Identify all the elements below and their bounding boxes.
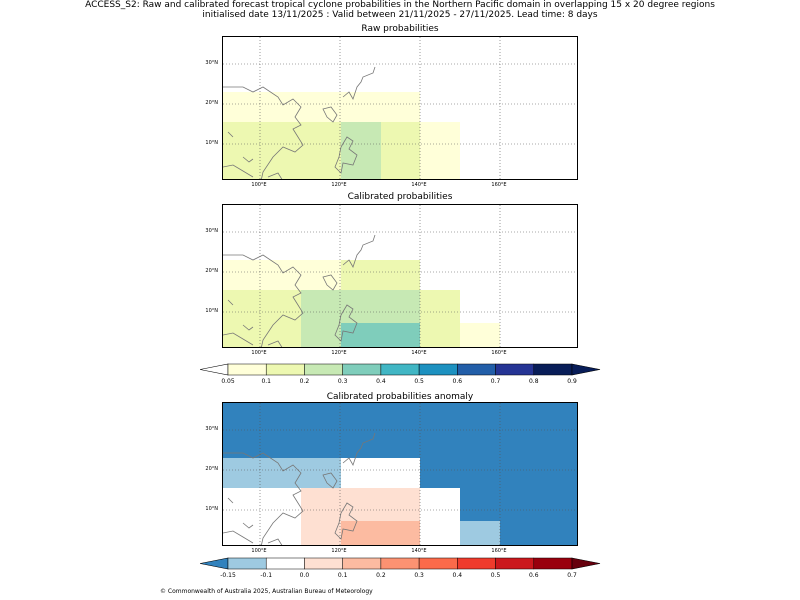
- colorbar-tick-label: 0.5: [414, 378, 424, 385]
- lon-label: 160°E: [491, 548, 507, 554]
- colorbar-cell: [265, 557, 305, 570]
- colorbar-cell: [495, 557, 535, 570]
- colorbar-cell: [304, 363, 343, 376]
- coastline: [223, 234, 376, 347]
- lon-label: 140°E: [411, 182, 427, 188]
- colorbar-tick-label: 0.1: [261, 378, 271, 385]
- lon-label: 120°E: [331, 182, 347, 188]
- colorbar-tick-label: 0.3: [414, 572, 424, 579]
- coastline: [223, 66, 376, 179]
- colorbar-cell: [533, 363, 573, 376]
- colorbar-tick-label: 0.6: [452, 378, 463, 385]
- colorbar-cell: [457, 557, 496, 570]
- anomaly-under-arrow: [200, 557, 229, 570]
- raw-probabilities-map: [222, 36, 578, 180]
- colorbar-cell: [533, 557, 573, 570]
- probability-regions: [223, 260, 500, 347]
- colorbar-tick-label: 0.1: [337, 572, 348, 579]
- lon-label: 100°E: [251, 182, 267, 188]
- colorbar-tick-label: 0.3: [337, 378, 348, 385]
- colorbar-tick-label: 0.5: [490, 572, 501, 579]
- lat-label: 30°N: [205, 228, 218, 234]
- coastline: [223, 432, 376, 545]
- figure-title-line2: initialised date 13/11/2025 : Valid betw…: [202, 10, 598, 20]
- colorbar-tick-label: 0.4: [376, 378, 386, 385]
- anomaly-regions: [223, 403, 577, 545]
- colorbar-tick-label: -0.1: [260, 572, 273, 579]
- colorbar-tick-label: 0.7: [490, 378, 501, 385]
- lon-label: 120°E: [331, 548, 347, 554]
- colorbar-cell: [495, 363, 535, 376]
- colorbar-cell: [227, 557, 267, 570]
- lat-label: 20°N: [205, 100, 218, 106]
- lon-label: 140°E: [411, 548, 427, 554]
- anomaly-panel-title: Calibrated probabilities anomaly: [326, 392, 474, 402]
- probability-colorbar: [200, 363, 601, 376]
- colorbar-cell: [304, 557, 343, 570]
- lat-label: 10°N: [205, 506, 218, 512]
- colorbar-tick-label: 0.7: [567, 572, 577, 579]
- colorbar-cell: [418, 363, 458, 376]
- lat-label: 30°N: [205, 60, 218, 66]
- colorbar-cell: [342, 363, 382, 376]
- lon-label: 140°E: [411, 350, 427, 356]
- lat-label: 20°N: [205, 268, 218, 274]
- lon-label: 100°E: [251, 548, 267, 554]
- colorbar-cell: [457, 363, 496, 376]
- colorbar-tick-label: 0.0: [299, 572, 310, 579]
- raw-panel-title: Raw probabilities: [361, 24, 439, 34]
- figure-title-line1: ACCESS_S2: Raw and calibrated forecast t…: [85, 0, 715, 10]
- colorbar-tick-label: 0.6: [528, 572, 539, 579]
- lat-label: 10°N: [205, 308, 218, 314]
- copyright-footer: © Commonwealth of Australia 2025, Austra…: [160, 588, 373, 595]
- colorbar-tick-label: 0.05: [221, 378, 235, 385]
- colorbar-tick-label: 0.8: [528, 378, 539, 385]
- anomaly-map: [222, 402, 578, 546]
- anomaly-colorbar: [200, 557, 601, 570]
- colorbar-cell: [418, 557, 458, 570]
- lon-label: 160°E: [491, 182, 507, 188]
- colorbar-tick-label: 0.2: [376, 572, 386, 579]
- colorbar-cell: [265, 363, 305, 376]
- lon-label: 120°E: [331, 350, 347, 356]
- lat-label: 20°N: [205, 466, 218, 472]
- colorbar-tick-label: 0.4: [452, 572, 463, 579]
- lat-label: 10°N: [205, 140, 218, 146]
- colorbar-tick-label: -0.15: [220, 572, 236, 579]
- probability-regions: [223, 92, 460, 179]
- colorbar-tick-label: 0.2: [299, 378, 310, 385]
- colorbar-cell: [380, 363, 420, 376]
- calibrated-probabilities-map: [222, 204, 578, 348]
- colorbar-tick-label: 0.9: [567, 378, 577, 385]
- lat-label: 30°N: [205, 426, 218, 432]
- calibrated-panel-title: Calibrated probabilities: [347, 192, 453, 202]
- colorbar-cell: [342, 557, 382, 570]
- colorbar-cell: [227, 363, 267, 376]
- lon-label: 160°E: [491, 350, 507, 356]
- lon-label: 100°E: [251, 350, 267, 356]
- colorbar-cell: [380, 557, 420, 570]
